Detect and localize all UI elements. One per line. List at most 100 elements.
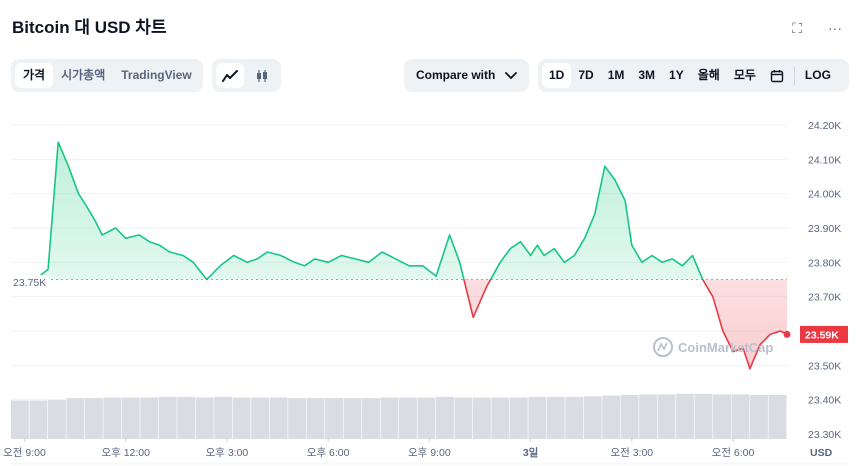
x-tick-label: 오후 12:00 [101,447,150,459]
series-line-up [11,141,704,280]
chevron-down-icon [505,71,517,79]
y-tick-label: 24.00K [808,189,841,201]
range-1y[interactable]: 1Y [669,68,684,82]
line-chart-icon[interactable] [216,63,244,88]
y-tick-label: 23.80K [808,257,841,269]
volume-bar [472,397,491,439]
page-title: Bitcoin 대 USD 차트 [12,18,167,37]
chart-type-tabs: 가격 시가총액 TradingView [11,59,203,92]
volume-bar [29,400,48,439]
y-tick-label: 23.70K [808,292,841,304]
volume-bar [731,394,750,439]
volume-bar [417,397,436,439]
range-3m[interactable]: 3M [638,68,656,82]
volume-bar [583,396,602,439]
volume-bar [103,397,122,439]
coinmarketcap-logo-icon [653,337,673,357]
volume-bar [768,394,787,439]
volume-bar [11,400,29,439]
y-tick-label: 24.10K [808,154,841,166]
volume-bar [602,395,621,439]
volume-bar [288,398,307,439]
divider [793,66,795,85]
volume-bar [343,398,362,439]
x-tick-label: 오전 3:00 [610,447,653,459]
area-above-baseline [11,142,787,280]
volume-bar [195,397,214,439]
volume-bar [325,398,343,439]
top-actions: ⛶ ··· [792,20,842,36]
volume-bar [121,397,140,439]
y-axis-unit: USD [810,447,833,459]
volume-bar [657,394,676,439]
y-tick-label: 23.30K [808,429,841,441]
volume-bar [546,396,565,439]
volume-bar [454,397,473,439]
x-tick-label: 오전 6:00 [712,447,755,459]
volume-bar [565,396,584,439]
x-tick-label: 오후 3:00 [206,447,249,459]
range-ytd[interactable]: 올해 [697,68,720,82]
volume-bar [47,399,66,439]
y-tick-label: 23.90K [808,223,841,235]
y-axis: 24.20K24.10K24.00K23.90K23.80K23.70K23.6… [808,120,841,441]
x-tick-label: 오후 6:00 [307,447,350,459]
y-tick-label: 23.40K [808,395,841,407]
candlestick-icon[interactable] [248,63,276,88]
volume-bar [750,394,768,439]
volume-bar [509,397,528,439]
volume-bar [269,397,288,439]
volume-bar [694,393,713,439]
volume-bar [177,396,196,439]
chart-style-toggle [212,59,281,92]
more-icon[interactable]: ··· [828,20,842,36]
x-tick-label: 오후 9:00 [408,447,451,459]
x-tick-label: 3일 [523,446,539,459]
area-below-baseline [11,279,787,369]
current-price-value: 23.59K [805,329,839,341]
range-1m[interactable]: 1M [607,68,625,82]
volume-bar [66,398,85,439]
tab-price[interactable]: 가격 [15,63,54,88]
volume-bar [435,396,454,439]
y-tick-label: 24.20K [808,120,841,132]
volume-bar [399,397,417,439]
volume-bar [232,397,251,439]
range-7d[interactable]: 7D [578,68,594,82]
volume-bar [214,396,233,439]
tab-tradingview[interactable]: TradingView [121,68,192,82]
baseline-value: 23.75K [13,277,46,289]
x-axis: 오전 9:00 오후 12:00 오후 3:00 오후 6:00 오후 9:00 3일 오전… [3,437,848,465]
price-area [11,142,787,369]
tab-market-cap[interactable]: 시가총액 [61,68,106,82]
watermark: CoinMarketCap [678,340,773,355]
volume-bar [362,398,380,439]
range-1d[interactable]: 1D [542,63,572,88]
volume-bar [528,396,547,439]
time-range-tabs: 1D 7D 1M 3M 1Y 올해 모두 LOG [538,59,849,92]
log-scale-toggle[interactable]: LOG [804,68,831,82]
fullscreen-icon[interactable]: ⛶ [792,20,802,36]
baseline-label: 23.75K [11,275,49,289]
volume-bar [491,397,510,439]
price-chart: CoinMarketCap 24.20K 24.10K 24.00K 23.90K 23… [3,120,848,465]
current-price-tag: 23.59K [800,325,848,343]
volume-bar [140,397,159,439]
price-line [10,141,788,370]
volume-bar [639,394,658,439]
volume-bar [251,397,270,439]
y-tick-label: 23.50K [808,360,841,372]
volume-bar [620,394,639,439]
range-all[interactable]: 모두 [733,68,756,82]
volume-bar [380,397,399,439]
calendar-icon[interactable] [763,63,791,88]
volume-bars [11,393,787,439]
compare-with-label: Compare with [416,68,496,82]
volume-bar [158,396,177,439]
volume-bar [306,398,325,439]
compare-with-dropdown[interactable]: Compare with [404,59,529,92]
volume-bar [84,398,103,439]
volume-bar [676,393,695,439]
volume-bar [713,394,731,439]
current-price-dot [783,330,791,338]
